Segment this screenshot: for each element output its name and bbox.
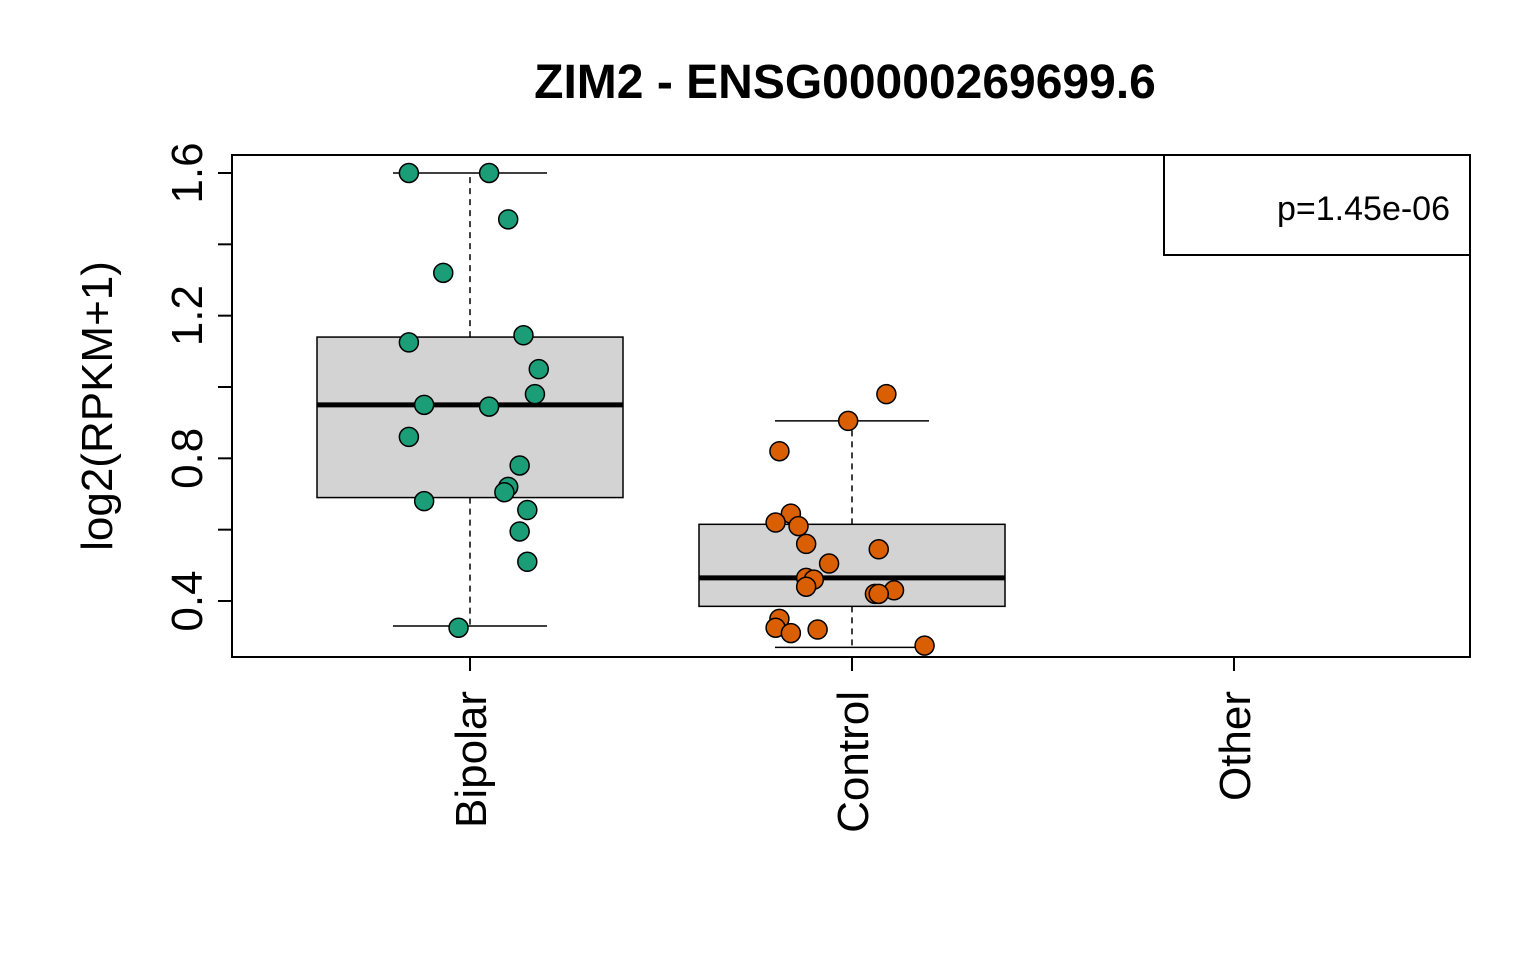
data-point xyxy=(398,332,420,353)
data-point xyxy=(509,455,530,476)
data-point xyxy=(398,162,420,184)
x-tick-label: Other xyxy=(1211,691,1260,801)
data-point xyxy=(413,490,435,512)
data-point xyxy=(413,394,435,416)
data-point xyxy=(524,383,546,405)
data-point xyxy=(448,617,469,638)
box xyxy=(698,523,1006,608)
data-point xyxy=(788,515,809,537)
data-point xyxy=(769,440,790,462)
data-point xyxy=(398,426,420,448)
data-point xyxy=(818,553,840,574)
y-tick-label: 0.4 xyxy=(163,570,212,631)
data-point xyxy=(765,512,786,533)
data-point xyxy=(513,325,534,346)
data-point xyxy=(807,619,828,640)
box xyxy=(316,336,624,499)
data-point xyxy=(868,539,889,560)
y-tick-label: 1.2 xyxy=(163,285,212,346)
data-point xyxy=(433,262,454,284)
data-point xyxy=(876,383,897,405)
data-point xyxy=(517,551,538,573)
data-point xyxy=(914,635,935,656)
data-point xyxy=(494,481,515,503)
chart-title: ZIM2 - ENSG00000269699.6 xyxy=(534,56,1156,109)
data-point xyxy=(478,396,500,417)
data-point xyxy=(795,533,817,555)
y-tick-label: 1.6 xyxy=(163,142,212,203)
data-point xyxy=(497,209,519,230)
data-point xyxy=(837,410,859,432)
data-point xyxy=(528,358,550,380)
data-point xyxy=(517,499,538,521)
data-point xyxy=(795,576,817,597)
data-point xyxy=(780,622,802,644)
data-point xyxy=(868,583,889,605)
x-tick-label: Control xyxy=(829,691,878,833)
data-point xyxy=(509,521,530,542)
data-point xyxy=(478,162,500,184)
y-axis-label: log2(RPKM+1) xyxy=(73,261,122,551)
x-tick-label: Bipolar xyxy=(447,691,496,828)
pvalue-box xyxy=(1163,154,1471,256)
pvalue-text: p=1.45e-06 xyxy=(1277,190,1450,228)
y-tick-label: 0.8 xyxy=(163,428,212,489)
